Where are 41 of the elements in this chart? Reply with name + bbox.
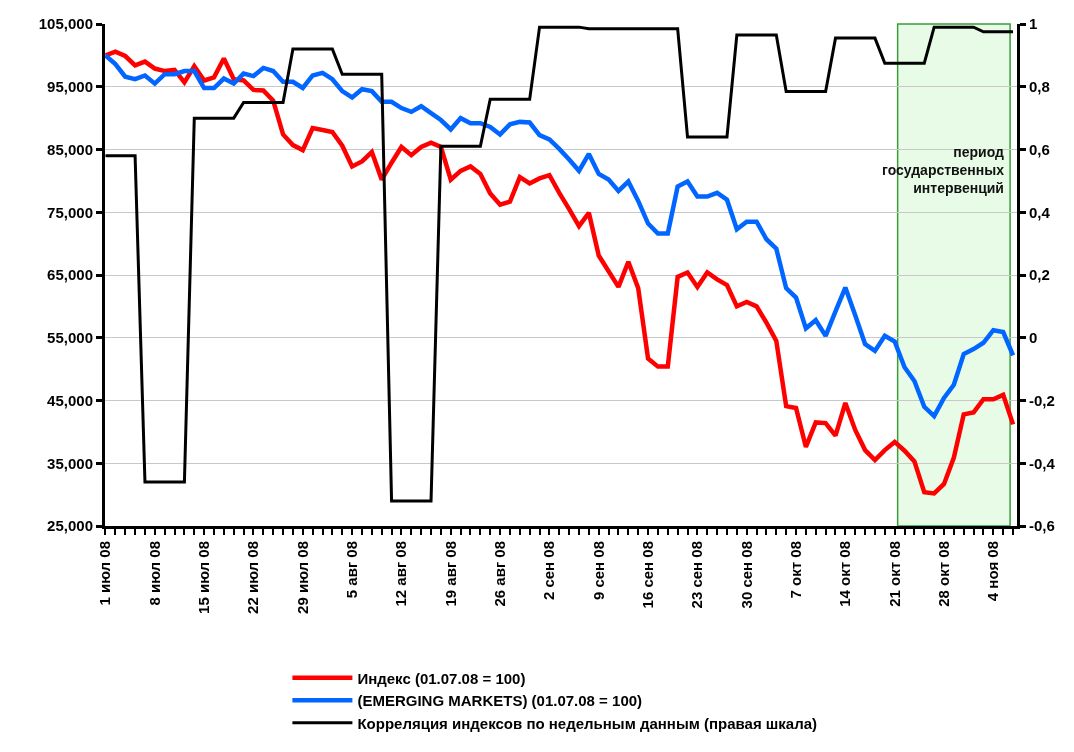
x-tick-label: 22 июл 08 [244, 541, 262, 614]
y2-tick-label: -0,4 [1029, 454, 1056, 472]
legend-label: Корреляция индексов по недельным данным (правая шкала) [357, 714, 818, 732]
x-tick-label: 7 окт 08 [786, 541, 804, 599]
y2-tick-label: 0,2 [1029, 266, 1050, 284]
y-tick-label: 25,000 [47, 517, 93, 535]
x-tick-label: 14 окт 08 [836, 541, 854, 607]
y2-tick-label: 1 [1029, 15, 1038, 33]
y2-tick-label: -0,2 [1029, 391, 1055, 409]
x-tick-label: 8 июл 08 [145, 541, 163, 606]
y2-tick-label: 0,4 [1029, 203, 1051, 221]
line-series [105, 53, 1016, 419]
y-tick-label: 105,000 [38, 15, 93, 33]
y2-tick-label: 0,8 [1029, 78, 1050, 95]
y-tick-label: 55,000 [47, 329, 93, 346]
x-tick-label: 5 авг 08 [342, 541, 360, 599]
y-tick-label: 35,000 [47, 454, 93, 472]
y-tick-label: 65,000 [47, 266, 93, 284]
x-tick-label: 29 июл 08 [293, 541, 311, 614]
y2-tick-label: 0 [1029, 329, 1038, 346]
x-tick-label: 9 сен 08 [589, 541, 607, 601]
x-tick-label: 4 ноя 08 [984, 541, 1002, 602]
y-tick-label: 85,000 [47, 140, 93, 158]
x-tick-label: 28 окт 08 [934, 541, 952, 607]
legend-label: (EMERGING MARKETS) (01.07.08 = 100) [357, 692, 643, 710]
x-tick-label: 21 окт 08 [885, 541, 903, 607]
x-tick-label: 1 июл 08 [96, 541, 114, 606]
x-tick-label: 2 сен 08 [540, 541, 558, 601]
y-tick-label: 75,000 [47, 203, 93, 221]
legend-label: Индекс (01.07.08 = 100) [357, 669, 526, 687]
x-tick-label: 30 сен 08 [737, 541, 755, 609]
x-tick-label: 15 июл 08 [195, 541, 213, 614]
x-tick-label: 16 сен 08 [638, 541, 656, 609]
x-tick-label: 26 авг 08 [490, 541, 508, 607]
y2-tick-label: 0,6 [1029, 140, 1050, 158]
y-tick-label: 95,000 [47, 78, 93, 95]
x-tick-label: 12 авг 08 [392, 541, 410, 607]
y2-tick-label: -0,6 [1029, 517, 1055, 535]
x-tick-label: 19 авг 08 [441, 541, 459, 607]
y-tick-label: 45,000 [47, 391, 93, 409]
x-tick-label: 23 сен 08 [688, 541, 706, 609]
